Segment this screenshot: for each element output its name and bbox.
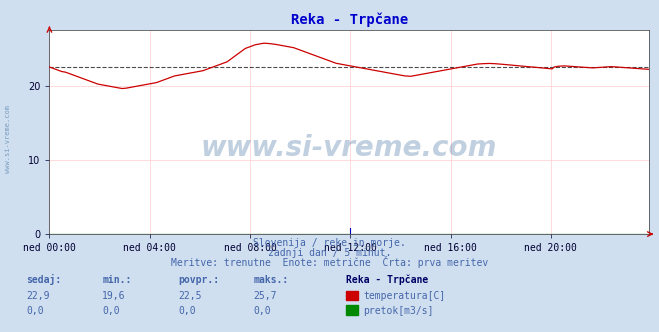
Text: 0,0: 0,0 [102, 306, 120, 316]
Text: Reka - Trpčane: Reka - Trpčane [346, 274, 428, 285]
Text: 22,5: 22,5 [178, 291, 202, 301]
Title: Reka - Trpčane: Reka - Trpčane [291, 13, 408, 27]
Text: www.si-vreme.com: www.si-vreme.com [201, 134, 498, 162]
Text: zadnji dan / 5 minut.: zadnji dan / 5 minut. [268, 248, 391, 258]
Text: min.:: min.: [102, 275, 132, 285]
Text: Slovenija / reke in morje.: Slovenija / reke in morje. [253, 238, 406, 248]
Text: 0,0: 0,0 [178, 306, 196, 316]
Text: Meritve: trenutne  Enote: metrične  Črta: prva meritev: Meritve: trenutne Enote: metrične Črta: … [171, 256, 488, 268]
Text: www.si-vreme.com: www.si-vreme.com [5, 106, 11, 173]
Text: maks.:: maks.: [254, 275, 289, 285]
Text: 0,0: 0,0 [26, 306, 44, 316]
Text: 25,7: 25,7 [254, 291, 277, 301]
Text: sedaj:: sedaj: [26, 274, 61, 285]
Text: 22,9: 22,9 [26, 291, 50, 301]
Text: povpr.:: povpr.: [178, 275, 219, 285]
Text: 19,6: 19,6 [102, 291, 126, 301]
Text: 0,0: 0,0 [254, 306, 272, 316]
Text: temperatura[C]: temperatura[C] [363, 291, 445, 301]
Text: pretok[m3/s]: pretok[m3/s] [363, 306, 434, 316]
